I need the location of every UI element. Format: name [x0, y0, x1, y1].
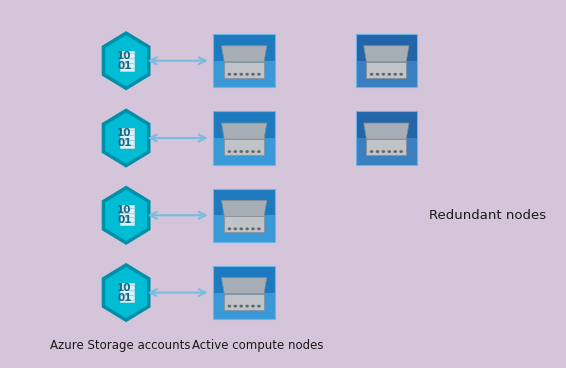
Circle shape	[234, 305, 237, 307]
Circle shape	[258, 74, 260, 75]
Polygon shape	[221, 123, 267, 139]
Text: 10: 10	[117, 51, 132, 61]
Circle shape	[234, 74, 237, 75]
Polygon shape	[221, 277, 267, 294]
Polygon shape	[104, 188, 149, 243]
Circle shape	[228, 151, 230, 152]
FancyBboxPatch shape	[120, 51, 134, 71]
Circle shape	[258, 151, 260, 152]
FancyBboxPatch shape	[213, 34, 275, 61]
Text: 10: 10	[117, 205, 132, 215]
Circle shape	[400, 74, 402, 75]
Polygon shape	[224, 216, 264, 232]
Circle shape	[240, 305, 242, 307]
Circle shape	[388, 151, 391, 152]
Circle shape	[234, 151, 237, 152]
FancyBboxPatch shape	[355, 61, 417, 88]
Polygon shape	[221, 46, 267, 62]
FancyBboxPatch shape	[213, 188, 275, 215]
Polygon shape	[104, 110, 149, 166]
Circle shape	[382, 74, 384, 75]
FancyBboxPatch shape	[213, 293, 275, 319]
Polygon shape	[224, 62, 264, 78]
Circle shape	[228, 74, 230, 75]
Circle shape	[252, 151, 254, 152]
Polygon shape	[364, 46, 409, 62]
Circle shape	[376, 74, 379, 75]
Text: Active compute nodes: Active compute nodes	[192, 339, 323, 353]
Text: Azure Storage accounts: Azure Storage accounts	[50, 339, 191, 353]
Circle shape	[258, 228, 260, 230]
Circle shape	[246, 305, 248, 307]
Circle shape	[240, 228, 242, 230]
Circle shape	[246, 74, 248, 75]
FancyBboxPatch shape	[120, 205, 134, 225]
FancyBboxPatch shape	[120, 128, 134, 148]
Polygon shape	[224, 294, 264, 309]
FancyBboxPatch shape	[213, 61, 275, 88]
Circle shape	[388, 74, 391, 75]
Polygon shape	[221, 200, 267, 216]
FancyBboxPatch shape	[213, 215, 275, 242]
Text: 01: 01	[117, 293, 132, 302]
Text: 01: 01	[117, 138, 132, 148]
Circle shape	[371, 74, 372, 75]
FancyBboxPatch shape	[355, 34, 417, 61]
Polygon shape	[364, 123, 409, 139]
Circle shape	[252, 74, 254, 75]
Circle shape	[371, 151, 372, 152]
Text: Redundant nodes: Redundant nodes	[429, 209, 546, 222]
Circle shape	[394, 151, 396, 152]
Polygon shape	[367, 62, 406, 78]
Polygon shape	[367, 139, 406, 155]
Circle shape	[240, 74, 242, 75]
Circle shape	[246, 151, 248, 152]
Circle shape	[234, 228, 237, 230]
Circle shape	[228, 228, 230, 230]
Circle shape	[394, 74, 396, 75]
Circle shape	[400, 151, 402, 152]
Circle shape	[246, 228, 248, 230]
Circle shape	[382, 151, 384, 152]
Polygon shape	[224, 139, 264, 155]
Circle shape	[252, 305, 254, 307]
Polygon shape	[104, 33, 149, 88]
FancyBboxPatch shape	[213, 266, 275, 293]
Circle shape	[376, 151, 379, 152]
Text: 01: 01	[117, 215, 132, 225]
FancyBboxPatch shape	[213, 111, 275, 138]
FancyBboxPatch shape	[355, 138, 417, 165]
Text: 10: 10	[117, 283, 132, 293]
FancyBboxPatch shape	[120, 283, 134, 302]
Circle shape	[240, 151, 242, 152]
FancyBboxPatch shape	[213, 138, 275, 165]
Circle shape	[228, 305, 230, 307]
Polygon shape	[104, 265, 149, 320]
Circle shape	[252, 228, 254, 230]
FancyBboxPatch shape	[355, 111, 417, 138]
Text: 01: 01	[117, 61, 132, 71]
Text: 10: 10	[117, 128, 132, 138]
Circle shape	[258, 305, 260, 307]
